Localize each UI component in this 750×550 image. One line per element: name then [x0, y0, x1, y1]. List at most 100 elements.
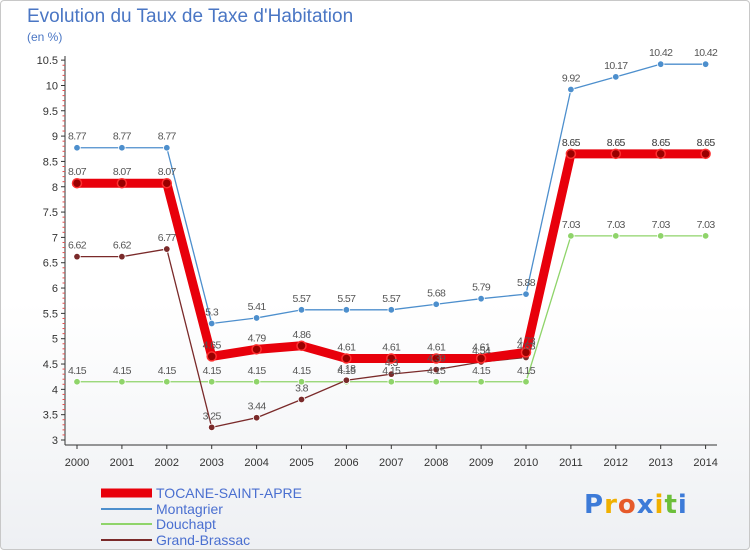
data-label-0: 4.61: [427, 341, 446, 353]
logo-letter: t: [664, 490, 678, 520]
data-label-2: 4.15: [337, 365, 356, 377]
series-point-3: [118, 252, 126, 261]
x-tick-label: 2004: [244, 457, 268, 469]
x-tick-label: 2003: [199, 457, 223, 469]
data-label-0: 8.65: [697, 137, 716, 149]
series-point-1: [297, 306, 306, 314]
x-tick-label: 2012: [604, 457, 628, 469]
series-point-2: [567, 232, 575, 240]
data-label-0: 4.86: [292, 329, 311, 341]
series-point-1: [657, 60, 665, 68]
proxiti-logo: Proxiti: [584, 490, 688, 520]
data-label-2: 4.15: [113, 365, 132, 377]
data-label-2: 4.15: [382, 365, 401, 377]
series-point-1: [387, 306, 395, 314]
y-tick-label: 9.5: [43, 106, 58, 118]
series-point-3: [207, 423, 216, 432]
data-label-0: 4.61: [382, 341, 401, 353]
data-label-2: 4.15: [292, 365, 311, 377]
data-label-3: 6.62: [68, 240, 87, 252]
data-label-1: 5.68: [427, 287, 446, 299]
x-tick-label: 2010: [514, 457, 538, 469]
data-label-3: 4.3: [385, 357, 399, 369]
data-label-2: 7.03: [562, 219, 581, 231]
series-point-0: [475, 353, 487, 364]
series-point-1: [342, 306, 351, 314]
data-label-2: 4.15: [472, 365, 491, 377]
data-label-3: 3.25: [203, 410, 222, 422]
data-label-1: 5.57: [292, 293, 311, 305]
series-point-0: [116, 177, 128, 189]
data-label-1: 9.92: [562, 73, 581, 85]
logo-letter: i: [677, 490, 688, 520]
chart-title: Evolution du Taux de Taxe d'Habitation: [27, 6, 354, 27]
data-label-0: 4.65: [203, 339, 222, 351]
data-label-1: 5.88: [517, 277, 536, 289]
series-point-2: [207, 378, 216, 386]
series-point-3: [432, 365, 440, 374]
y-tick-label: 8: [52, 182, 58, 194]
data-label-2: 4.15: [427, 365, 446, 377]
series-point-2: [477, 378, 485, 386]
series-point-0: [161, 177, 173, 189]
data-label-0: 4.61: [472, 341, 491, 353]
series-point-1: [567, 85, 575, 94]
x-tick-label: 2001: [110, 457, 134, 469]
legend-label-1: Montagrier: [156, 501, 223, 517]
data-label-0: 8.07: [68, 166, 87, 178]
y-tick-label: 10.5: [37, 55, 58, 67]
data-label-1: 8.77: [113, 131, 132, 143]
y-tick-label: 8.5: [43, 156, 58, 168]
y-tick-label: 3: [52, 435, 58, 447]
data-label-2: 7.03: [697, 219, 716, 231]
series-point-0: [655, 148, 666, 160]
series-point-2: [73, 378, 81, 386]
x-tick-label: 2013: [648, 457, 672, 469]
series-point-1: [118, 144, 126, 152]
data-label-2: 4.15: [203, 365, 222, 377]
series-point-0: [71, 177, 83, 189]
series-point-1: [477, 294, 485, 303]
x-tick-label: 2014: [693, 457, 717, 469]
y-tick-label: 10: [46, 80, 58, 92]
series-point-1: [522, 290, 530, 298]
y-tick-label: 7.5: [43, 207, 58, 219]
x-tick-label: 2007: [379, 457, 403, 469]
y-tick-label: 6: [52, 283, 58, 295]
series-point-3: [163, 245, 171, 253]
series-point-1: [207, 319, 216, 328]
data-label-3: 8.65: [607, 137, 626, 149]
data-label-2: 7.03: [607, 219, 626, 231]
series-point-2: [612, 232, 620, 240]
series-point-0: [386, 353, 397, 364]
data-label-0: 4.61: [337, 341, 356, 353]
x-tick-label: 2009: [469, 457, 493, 469]
y-axis-label: (en %): [27, 30, 63, 44]
logo-letter: o: [617, 490, 637, 520]
y-tick-label: 5.5: [43, 308, 58, 320]
y-tick-label: 5: [52, 334, 58, 346]
series-point-2: [701, 232, 710, 240]
data-label-3: 8.65: [697, 137, 716, 149]
data-label-1: 5.3: [205, 307, 219, 319]
series-point-0: [700, 148, 711, 160]
data-label-3: 3.44: [248, 401, 267, 413]
data-label-1: 5.79: [472, 282, 491, 294]
data-label-1: 10.42: [694, 47, 718, 59]
series-point-0: [251, 344, 262, 355]
data-label-2: 4.15: [248, 365, 267, 377]
series-point-0: [565, 148, 577, 160]
series-point-0: [430, 353, 442, 364]
data-label-1: 5.41: [248, 301, 267, 313]
series-point-3: [252, 414, 261, 422]
x-tick-label: 2006: [334, 457, 358, 469]
data-label-0: 8.65: [562, 137, 581, 149]
data-label-0: 8.65: [652, 137, 671, 149]
data-label-3: 4.63: [517, 340, 536, 352]
series-point-2: [163, 378, 171, 386]
logo-letter: x: [636, 490, 655, 520]
data-label-2: 4.15: [68, 365, 87, 377]
legend-label-0: TOCANE-SAINT-APRE: [156, 485, 302, 501]
legend-label-3: Grand-Brassac: [156, 532, 250, 548]
y-tick-label: 7: [52, 232, 58, 244]
